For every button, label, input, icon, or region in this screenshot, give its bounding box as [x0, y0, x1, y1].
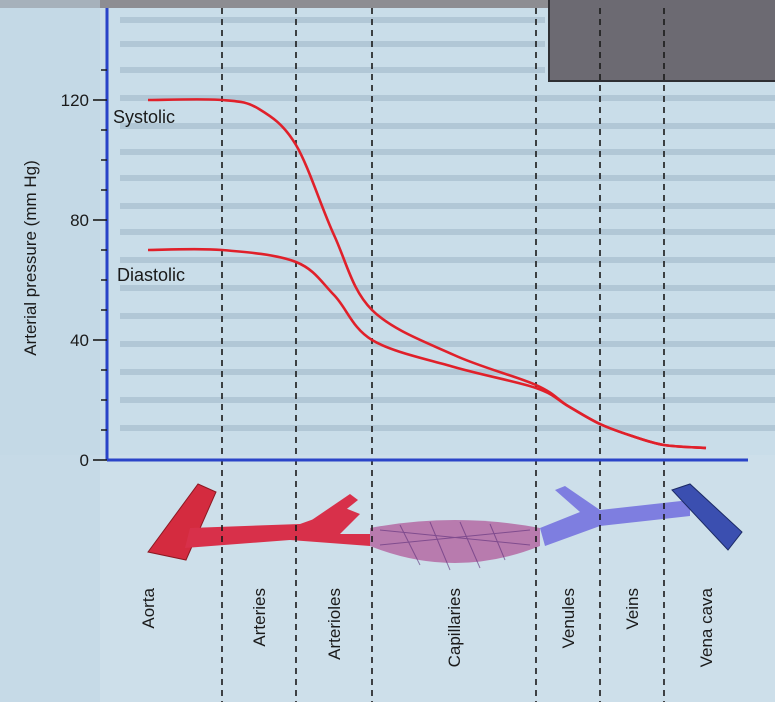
y-axis-label: Arterial pressure (mm Hg): [21, 160, 40, 356]
systolic-line: [147, 98, 707, 450]
diastolic-line: [147, 247, 707, 450]
y-tick-label: 40: [70, 331, 89, 350]
category-label: Arterioles: [325, 588, 344, 660]
category-label: Arteries: [250, 588, 269, 647]
artery-left-shape: [185, 508, 370, 548]
systolic-label: Systolic: [113, 107, 175, 127]
vessel-illustration: [147, 483, 743, 571]
category-label: Venules: [559, 588, 578, 649]
y-tick-label: 120: [61, 91, 89, 110]
overlay-box: [548, 0, 775, 82]
category-label: Vena cava: [697, 587, 716, 667]
top-band: [0, 0, 775, 8]
category-label: Veins: [623, 588, 642, 630]
diastolic-label: Diastolic: [117, 265, 185, 285]
vena-cava-shape: [671, 483, 743, 551]
capillary-bed-shape: [370, 520, 540, 563]
y-tick-label: 0: [80, 451, 89, 470]
category-label: Capillaries: [445, 588, 464, 667]
category-label: Aorta: [139, 587, 158, 628]
y-tick-label: 80: [70, 211, 89, 230]
artery-branch-shape: [300, 494, 358, 532]
venule-shape: [540, 486, 690, 546]
aorta-shape: [147, 483, 217, 561]
